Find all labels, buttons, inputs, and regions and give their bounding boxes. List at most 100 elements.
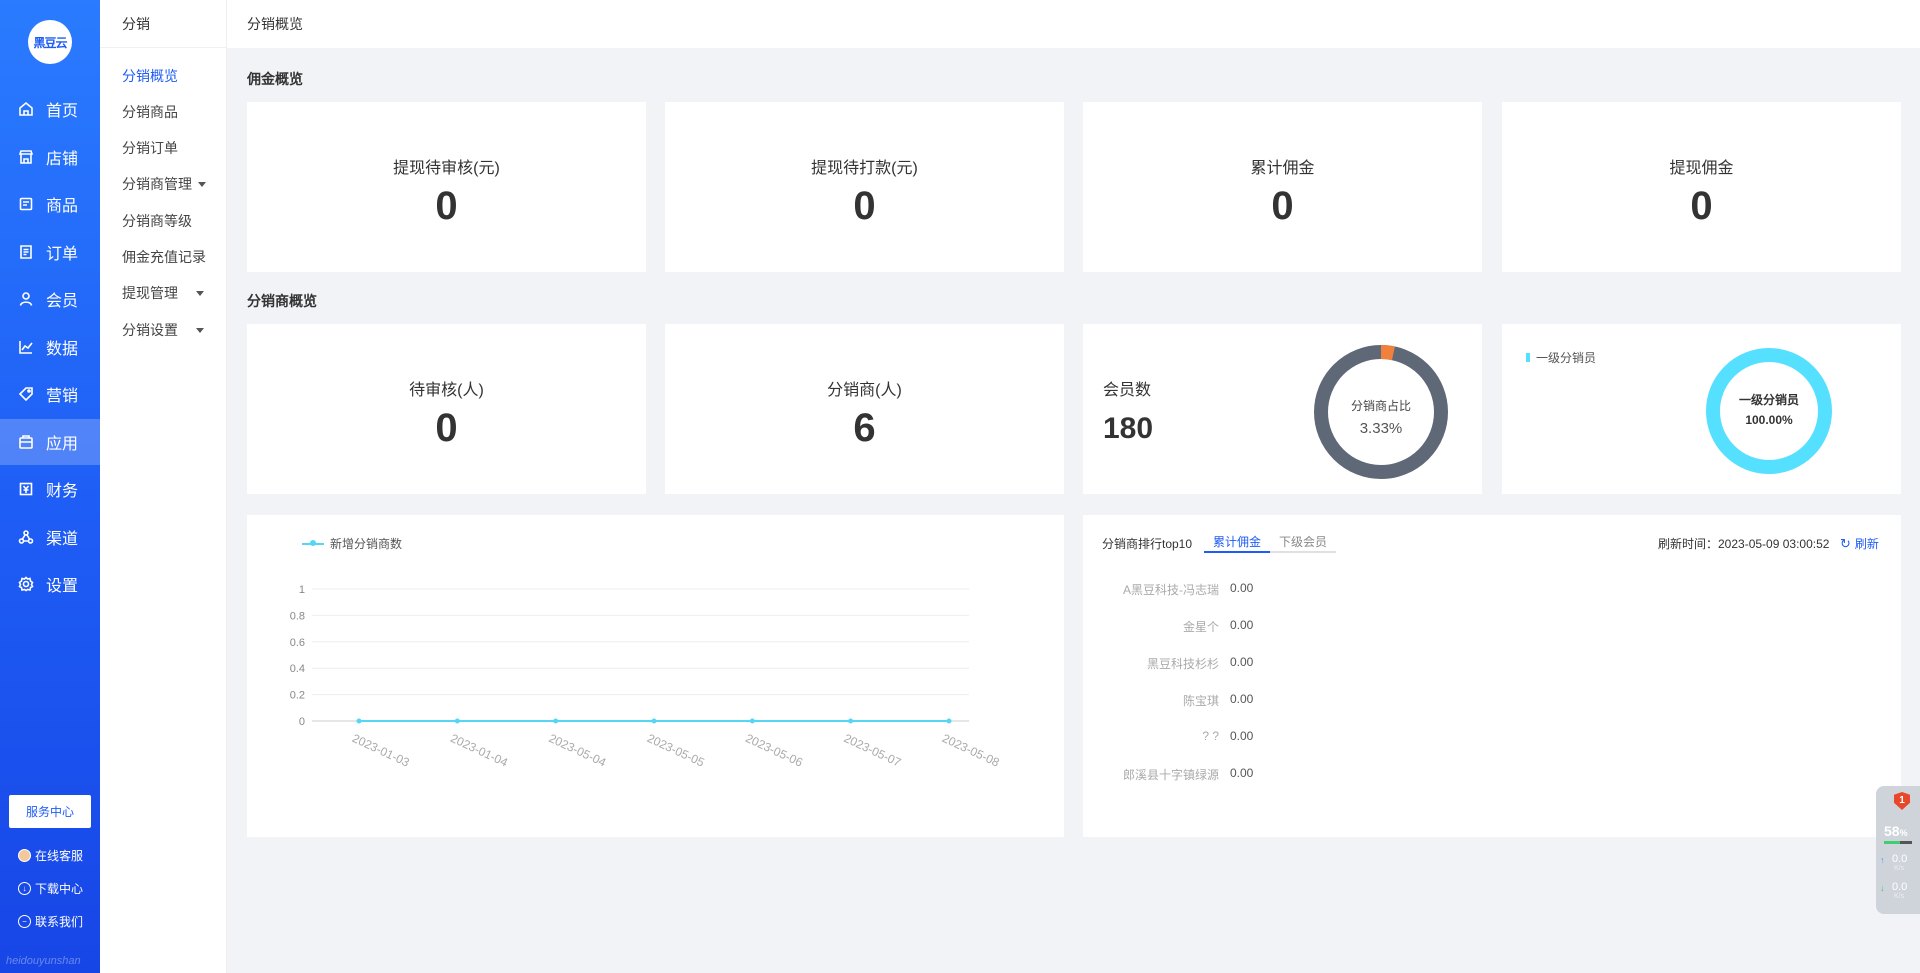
nav-item-label: 数据 (46, 341, 79, 358)
y-tick-label: 0.2 (290, 690, 305, 702)
legend-swatch (1526, 353, 1530, 362)
ranking-row: 陈宝琪 0.00 (1083, 692, 1483, 712)
data-point[interactable] (946, 718, 952, 724)
data-point[interactable] (651, 718, 657, 724)
user-icon (18, 291, 34, 307)
ranking-row: A黑豆科技-冯志瑞 0.00 (1083, 581, 1483, 601)
subnav-item-recharge[interactable]: 佣金充值记录 (122, 247, 206, 267)
x-tick-label: 2023-05-07 (842, 731, 904, 770)
gear-icon (18, 576, 34, 592)
upload-unit: K/s (1894, 865, 1905, 872)
subnav-item-orders[interactable]: 分销订单 (122, 138, 178, 158)
nav-item-channel[interactable]: 渠道 (0, 514, 100, 560)
nav-item-label: 渠道 (46, 531, 79, 548)
upload-arrow-icon: ↑ (1880, 855, 1885, 865)
nav-item-app[interactable]: 应用 (0, 419, 100, 465)
y-tick-label: 1 (299, 584, 305, 596)
donut-segment-distributors (1314, 345, 1448, 479)
channel-icon (18, 529, 34, 545)
system-monitor-widget[interactable]: 1 58% ↑ 0.0 K/s ↓ 0.0 K/s (1876, 786, 1920, 914)
tag-icon (18, 386, 34, 402)
tab-sub-members[interactable]: 下级会员 (1270, 531, 1337, 553)
nav-item-store[interactable]: 店铺 (0, 134, 100, 180)
ranking-value: 0.00 (1230, 655, 1254, 669)
subnav-item-label: 分销订单 (122, 140, 178, 156)
stat-card-distributors: 分销商(人) 6 (665, 324, 1064, 494)
ranking-row: ? ? 0.00 (1083, 729, 1483, 749)
stat-value: 6 (853, 406, 876, 450)
tab-total-commission[interactable]: 累计佣金 (1204, 531, 1271, 553)
breadcrumb: 分销概览 (227, 0, 1920, 48)
y-tick-label: 0 (299, 716, 305, 728)
data-point[interactable] (553, 718, 559, 724)
nav-item-marketing[interactable]: 营销 (0, 371, 100, 417)
data-point[interactable] (749, 718, 755, 724)
download-unit: K/s (1894, 893, 1905, 900)
level-legend: 一级分销员 (1526, 349, 1596, 366)
cpu-bar-fill (1884, 841, 1901, 844)
caret-down-icon (198, 181, 206, 187)
donut-label: 分销商占比 (1350, 399, 1411, 413)
level-donut (1706, 348, 1832, 474)
left-nav: 黑豆云 首页 店铺 商品 订单 会员 数据 营销 应用 财务 渠道 设置 (0, 0, 100, 973)
subnav-item-withdraw[interactable]: 提现管理 (122, 283, 204, 303)
online-service-label: 在线客服 (35, 849, 84, 863)
cpu-bar (1884, 841, 1912, 844)
shield-badge-icon: 1 (1894, 792, 1910, 810)
stat-card-withdraw-pending-payment: 提现待打款(元) 0 (665, 102, 1064, 272)
nav-item-data[interactable]: 数据 (0, 324, 100, 370)
subnav-item-label: 分销商品 (122, 104, 178, 120)
nav-item-order[interactable]: 订单 (0, 229, 100, 275)
nav-item-label: 营销 (46, 388, 79, 405)
subnav-item-goods[interactable]: 分销商品 (122, 102, 178, 122)
subnav-item-settings[interactable]: 分销设置 (122, 320, 204, 340)
nav-item-member[interactable]: 会员 (0, 276, 100, 322)
ranking-value: 0.00 (1230, 581, 1254, 595)
donut-value: 3.33% (1359, 420, 1403, 437)
ranking-name: 黑豆科技杉杉 (1146, 657, 1219, 671)
refresh-button[interactable]: ↻ 刷新 (1840, 535, 1879, 552)
nav-item-label: 应用 (46, 436, 79, 453)
nav-item-goods[interactable]: 商品 (0, 181, 100, 227)
stat-label: 分销商(人) (827, 382, 902, 399)
stat-label: 提现佣金 (1669, 160, 1734, 177)
subnav-item-label: 分销概览 (122, 68, 178, 84)
watermark: heidouyunshan (6, 955, 81, 967)
online-service-link[interactable]: 在线客服 (18, 847, 83, 864)
avatar-icon (18, 849, 31, 862)
ranking-name: 郎溪县十字镇绿源 (1122, 768, 1219, 782)
nav-item-label: 设置 (46, 578, 79, 595)
sub-nav: 分销 分销概览 分销商品 分销订单 分销商管理 分销商等级 佣金充值记录 提现管… (100, 0, 227, 973)
download-speed: 0.0 (1892, 881, 1908, 893)
level-distribution-card: 一级分销员 一级分销员 100.00% (1502, 324, 1901, 494)
data-point[interactable] (356, 718, 362, 724)
members-label: 会员数 (1103, 382, 1152, 399)
subnav-item-overview[interactable]: 分销概览 (122, 66, 178, 86)
contact-us-link[interactable]: − 联系我们 (18, 913, 83, 930)
stat-card-pending-review: 待审核(人) 0 (247, 324, 646, 494)
download-center-link[interactable]: ↓ 下载中心 (18, 880, 83, 897)
y-tick-label: 0.8 (290, 610, 305, 622)
stat-card-withdrawn-commission: 提现佣金 0 (1502, 102, 1901, 272)
stat-label: 提现待打款(元) (811, 160, 918, 177)
subnav-item-distributor-mgmt[interactable]: 分销商管理 (122, 174, 206, 194)
nav-item-home[interactable]: 首页 (0, 86, 100, 132)
nav-item-finance[interactable]: 财务 (0, 466, 100, 512)
nav-item-settings[interactable]: 设置 (0, 561, 100, 607)
stat-value: 0 (1690, 184, 1713, 228)
app-logo[interactable]: 黑豆云 (28, 20, 72, 64)
nav-item-label: 订单 (46, 246, 79, 263)
ranking-title: 分销商排行top10 (1102, 537, 1193, 551)
breadcrumb-current: 分销概览 (247, 16, 303, 32)
level-donut-value: 100.00% (1745, 413, 1793, 427)
data-point[interactable] (454, 718, 460, 724)
subnav-item-levels[interactable]: 分销商等级 (122, 211, 192, 231)
y-tick-label: 0.6 (290, 637, 305, 649)
ranking-name: ? ? (1202, 729, 1219, 743)
subnav-item-label: 分销商管理 (122, 176, 192, 192)
members-value: 180 (1103, 412, 1154, 445)
caret-down-icon (196, 290, 204, 296)
data-point[interactable] (848, 718, 854, 724)
service-center-button[interactable]: 服务中心 (9, 795, 91, 828)
chart-icon (18, 339, 34, 355)
